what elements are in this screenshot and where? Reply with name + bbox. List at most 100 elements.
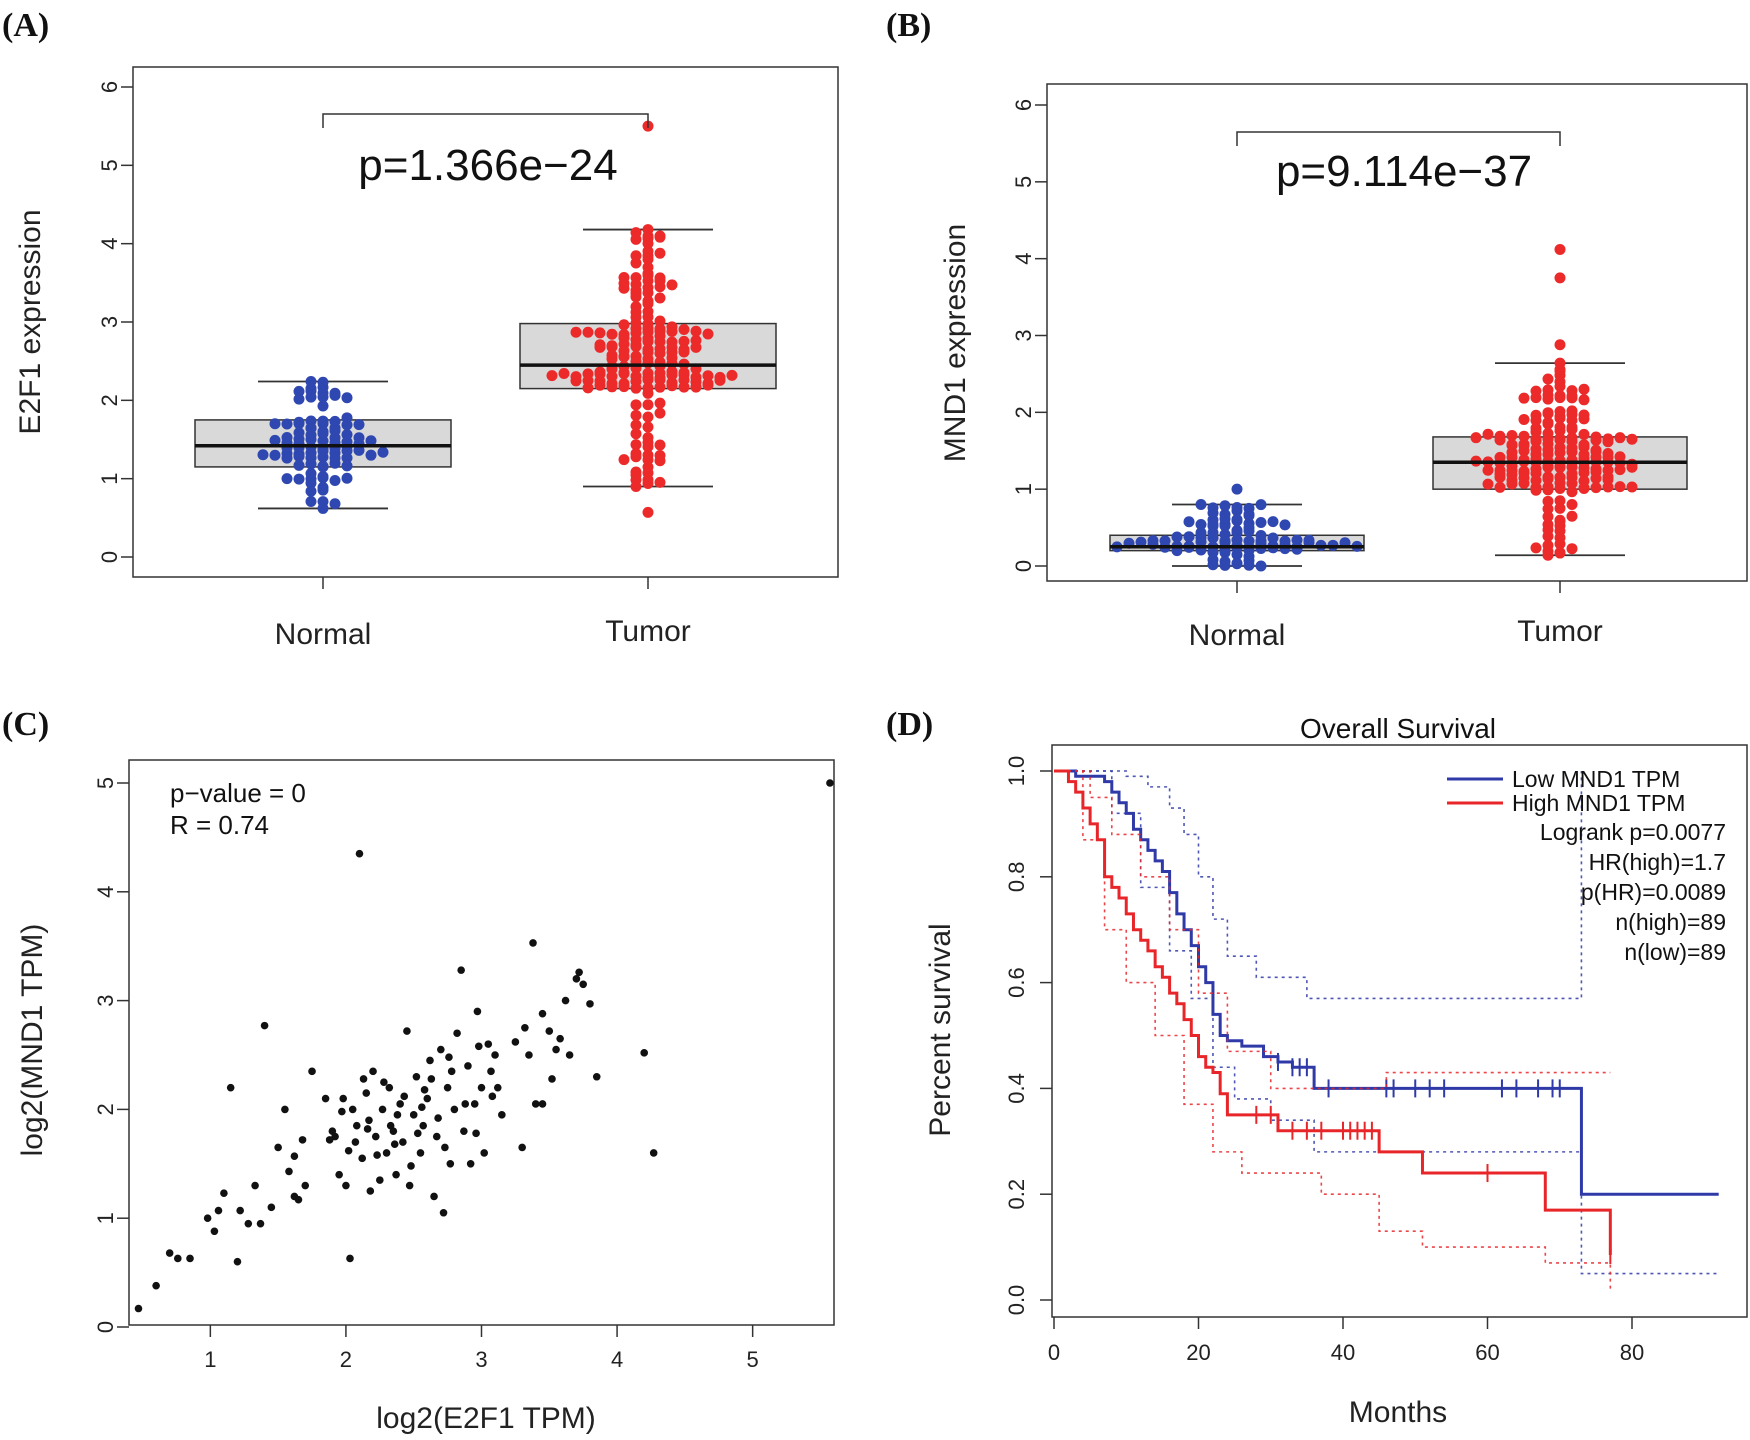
data-point (1566, 435, 1578, 447)
data-point (606, 381, 618, 393)
data-point (1255, 560, 1267, 572)
data-point (579, 980, 587, 989)
data-point (1255, 499, 1267, 511)
data-point (214, 1206, 223, 1215)
y-tick-label: 0.6 (1004, 967, 1029, 998)
data-point (386, 1121, 395, 1130)
data-point (251, 1181, 259, 1190)
data-point (1626, 458, 1638, 470)
data-point (405, 1181, 414, 1190)
data-point (642, 478, 654, 490)
data-point (293, 416, 305, 428)
data-point (256, 1219, 265, 1228)
data-point (412, 1072, 421, 1081)
data-point (1602, 448, 1614, 460)
data-point (1554, 462, 1566, 474)
data-point (484, 1040, 493, 1048)
data-point (1183, 516, 1195, 528)
data-point (317, 502, 329, 514)
data-point (1518, 430, 1530, 442)
survival-curve-high (1054, 769, 1612, 1256)
ci-lower-high (1054, 770, 1612, 1290)
data-point (1554, 477, 1566, 489)
y-tick-label: 6 (97, 81, 122, 93)
data-point (1494, 434, 1506, 446)
data-point (1255, 529, 1267, 541)
data-point (339, 1094, 348, 1103)
data-point (1219, 535, 1231, 547)
data-point (418, 1103, 426, 1112)
data-point (432, 1132, 441, 1141)
data-point (317, 376, 329, 388)
plot-frame (1051, 744, 1748, 1318)
data-point (1566, 405, 1578, 417)
data-point (726, 369, 738, 381)
data-point (630, 382, 642, 394)
data-point (1578, 394, 1590, 406)
data-point (1554, 390, 1566, 402)
data-point (642, 311, 654, 323)
data-point (572, 975, 581, 983)
data-point (269, 418, 281, 430)
data-point (358, 1154, 366, 1163)
data-point (174, 1254, 182, 1263)
data-point (365, 435, 377, 447)
data-point (1243, 508, 1255, 520)
data-point (269, 434, 281, 446)
data-point (380, 1078, 388, 1086)
panel-d-survival: 0 20 40 60 80 0.0 0.2 0.4 0.6 0.8 1.0 Overall Surv… (924, 713, 1748, 1429)
data-point (654, 247, 666, 259)
panel-c-scatter: 1 2 3 4 5 0 1 2 3 4 5 p−value = 0 R = 0.74 log2(E2… (16, 759, 835, 1435)
data-point (317, 428, 329, 440)
data-point (1195, 527, 1207, 539)
panel-label-d: (D) (886, 706, 933, 743)
data-point (348, 1105, 357, 1114)
data-point (618, 454, 630, 466)
data-point (267, 1203, 276, 1212)
data-point (1506, 474, 1518, 486)
data-point (1554, 357, 1566, 369)
data-point (1530, 435, 1542, 447)
legend: Low MND1 TPM High MND1 TPM Logrank p=0.0… (1447, 766, 1726, 965)
data-point (1542, 416, 1554, 428)
data-point (365, 1116, 373, 1125)
data-point (385, 1083, 394, 1092)
data-point (630, 439, 642, 451)
x-tick-label: 40 (1331, 1340, 1355, 1365)
data-point (439, 1208, 448, 1217)
data-point (1279, 543, 1291, 555)
data-point (236, 1206, 244, 1215)
data-point (1542, 389, 1554, 401)
data-point (329, 425, 341, 437)
legend-label-high: High MND1 TPM (1512, 790, 1685, 816)
data-point (403, 1027, 411, 1035)
x-tick-label: 60 (1475, 1340, 1499, 1365)
x-tick-label: Normal (1189, 619, 1286, 652)
data-point (690, 381, 702, 393)
data-point (1243, 550, 1255, 562)
data-point (565, 1051, 574, 1059)
data-point (654, 397, 666, 409)
data-point (642, 232, 654, 244)
data-point (220, 1189, 228, 1197)
y-tick-label: 2 (93, 1103, 118, 1115)
data-point (678, 344, 690, 356)
data-point (642, 467, 654, 479)
data-point (460, 1127, 468, 1135)
y-tick-label: 1 (97, 473, 122, 485)
y-tick-label: 0.0 (1004, 1285, 1029, 1316)
data-point (366, 1187, 375, 1195)
data-point (618, 282, 630, 294)
data-point (281, 1105, 289, 1114)
data-point (561, 996, 570, 1005)
data-point (305, 485, 317, 497)
y-tick-label: 6 (1011, 99, 1036, 111)
data-point (1518, 445, 1530, 457)
y-tick-label: 1 (1011, 483, 1036, 495)
data-point (654, 381, 666, 393)
x-axis-label: Months (1349, 1396, 1447, 1429)
panel-label-c: (C) (2, 706, 49, 743)
data-point (592, 1072, 601, 1081)
data-point (1554, 365, 1566, 377)
y-tick-label: 2 (1011, 406, 1036, 418)
